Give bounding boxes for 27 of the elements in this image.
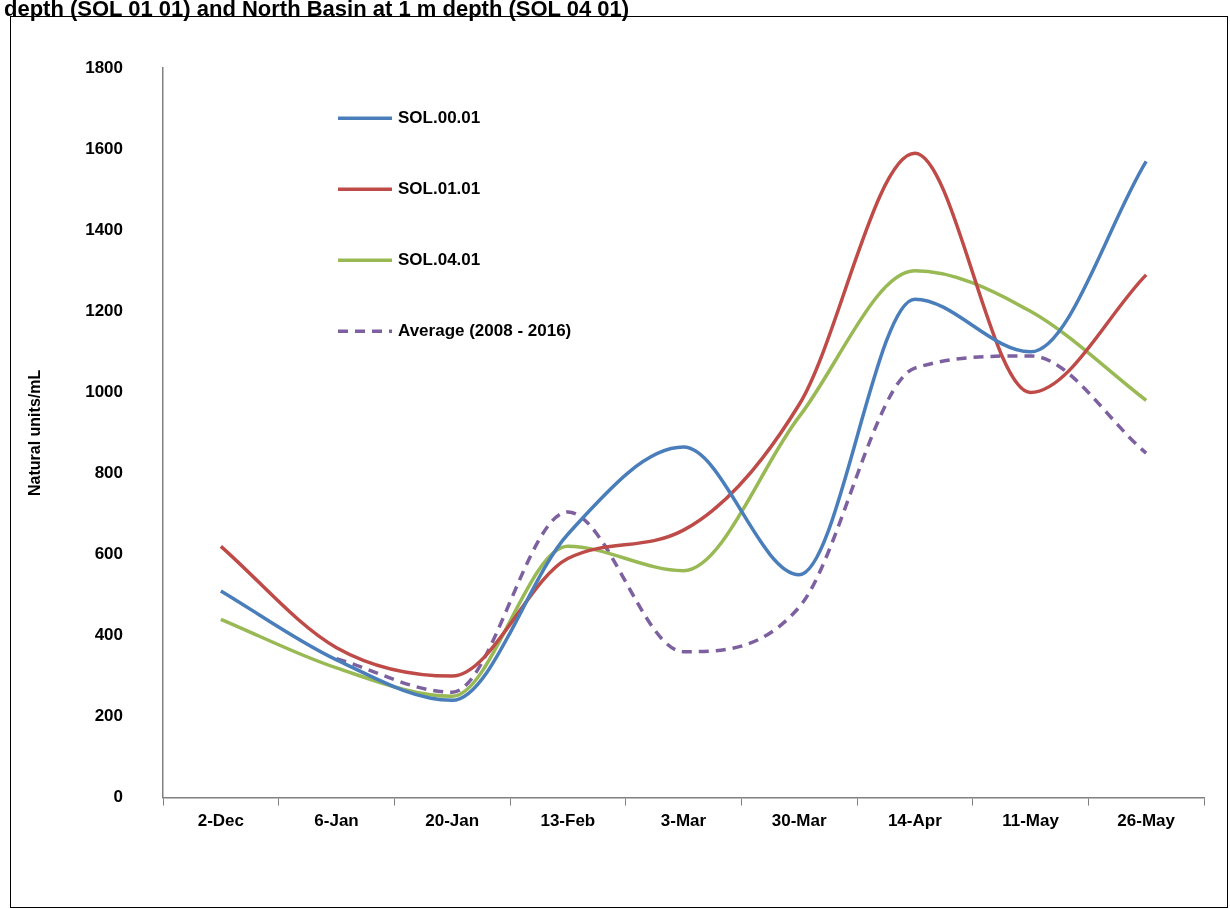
- y-tick-label: 0: [113, 787, 124, 807]
- x-tick-label: 3-Mar: [660, 811, 707, 831]
- y-axis-title: Natural units/mL: [26, 369, 44, 497]
- chart-title: depth (SOL 01 01) and North Basin at 1 m depth (SOL 04 01): [4, 0, 630, 22]
- y-tick-label: 200: [94, 706, 124, 726]
- y-tick-label: 1400: [85, 219, 124, 239]
- x-tick-label: 26-May: [1117, 811, 1176, 831]
- x-tick-label: 30-Mar: [771, 811, 827, 831]
- y-tick-label: 600: [94, 544, 124, 564]
- y-tick-label: 1800: [85, 57, 124, 77]
- y-tick-label: 1600: [85, 138, 124, 158]
- x-tick-label: 11-May: [1002, 811, 1060, 831]
- y-tick-label: 1000: [85, 382, 124, 402]
- y-tick-label: 800: [94, 463, 124, 483]
- line-series: [219, 269, 1148, 699]
- x-tick-label: 13-Feb: [540, 811, 596, 831]
- x-tick-label: 6-Jan: [314, 811, 359, 831]
- legend-label: SOL.04.01: [398, 249, 481, 269]
- x-tick-label: 14-Apr: [887, 811, 943, 831]
- line-series: [334, 354, 1148, 694]
- x-tick-label: 2-Dec: [197, 811, 245, 831]
- legend-label: SOL.01.01: [398, 178, 481, 198]
- y-tick-label: 400: [94, 625, 124, 645]
- legend-label: Average (2008 - 2016): [398, 320, 572, 340]
- x-tick-label: 20-Jan: [425, 811, 480, 831]
- legend-label: SOL.00.01: [398, 107, 481, 127]
- y-tick-label: 1200: [85, 301, 124, 321]
